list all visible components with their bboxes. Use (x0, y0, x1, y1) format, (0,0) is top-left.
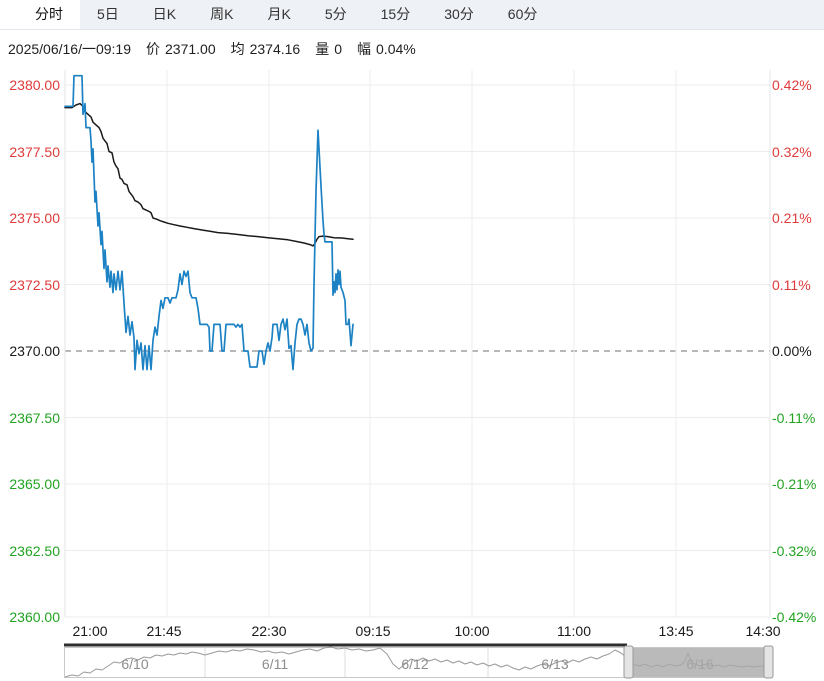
y-axis-left-label-4: 2370.00 (9, 343, 60, 359)
x-axis-label-4: 10:00 (454, 623, 490, 639)
period-tab-1[interactable]: 5日 (97, 6, 119, 22)
status-segment-4: 幅 0.04% (357, 41, 416, 57)
price-line (64, 74, 354, 371)
navigator-date-label-1: 6/11 (262, 656, 288, 672)
navigator-date-label-3: 6/13 (541, 656, 568, 672)
x-axis-label-1: 21:45 (146, 623, 182, 639)
period-tab-7[interactable]: 30分 (444, 6, 474, 22)
y-axis-left-label-7: 2362.50 (9, 542, 60, 559)
y-axis-right-label-3: 0.11% (772, 276, 811, 293)
chart-plot-area[interactable] (65, 70, 770, 617)
quote-status-bar: 2025/06/16/一09:19 价 2371.00 均 2374.16 量 0 幅 0.04… (8, 40, 431, 58)
period-tab-6[interactable]: 15分 (380, 6, 411, 22)
y-axis-left-label-8: 2360.00 (9, 609, 60, 625)
period-tab-2[interactable]: 日K (152, 6, 177, 22)
navigator-selected-range[interactable] (628, 648, 768, 677)
y-axis-left-label-6: 2365.00 (9, 476, 60, 492)
navigator-date-label-0: 6/10 (121, 656, 148, 672)
navigator-right-handle[interactable] (763, 645, 774, 679)
navigator-left-handle[interactable] (623, 645, 634, 679)
x-axis-label-0: 21:00 (72, 623, 108, 639)
y-axis-right-label-4: 0.00% (772, 343, 812, 359)
x-axis-label-3: 09:15 (355, 623, 391, 639)
y-axis-right-label-1: 0.32% (772, 143, 812, 160)
average-line (64, 102, 354, 247)
period-tab-5[interactable]: 5分 (324, 6, 347, 22)
y-axis-left-label-3: 2372.50 (9, 276, 60, 293)
period-tab-3[interactable]: 周K (210, 6, 234, 22)
y-axis-right-label-0: 0.42% (772, 77, 812, 93)
x-axis-label-5: 11:00 (557, 623, 591, 639)
y-axis-right-label-5: -0.11% (772, 409, 816, 426)
navigator-top-bar (64, 643, 627, 647)
y-axis-left-label-1: 2377.50 (9, 143, 60, 160)
y-axis-right-label-6: -0.21% (772, 476, 817, 492)
navigator-date-label-2: 6/12 (401, 656, 428, 672)
x-axis-label-2: 22:30 (251, 623, 287, 639)
y-axis-right-label-7: -0.32% (772, 542, 817, 559)
status-segment-2: 均 2374.16 (230, 41, 301, 57)
period-tab-4[interactable]: 月K (267, 6, 291, 22)
x-axis-label-6: 13:45 (658, 623, 694, 639)
y-axis-left-label-5: 2367.50 (9, 409, 60, 426)
status-segment-1: 价 2371.00 (146, 41, 216, 57)
y-axis-left-label-0: 2380.00 (9, 77, 60, 93)
y-axis-left-label-2: 2375.00 (9, 210, 60, 226)
status-segment-0: 2025/06/16/一09:19 (8, 41, 131, 57)
x-axis-label-7: 14:30 (745, 623, 781, 639)
period-tab-0[interactable]: 分时 (18, 0, 80, 29)
tab-bar-left-spacer (0, 0, 18, 29)
y-axis-right-label-2: 0.21% (772, 210, 812, 226)
y-axis-right-label-8: -0.42% (772, 609, 817, 625)
period-tab-8[interactable]: 60分 (507, 6, 538, 22)
period-tab-bar: 分时 5日 日K 周K 月K 5分 15分 30分 60分 (0, 0, 824, 30)
